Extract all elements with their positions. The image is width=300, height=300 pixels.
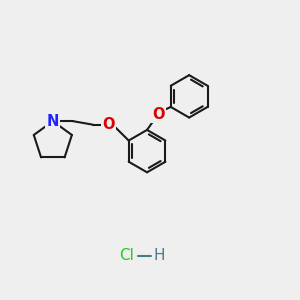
Text: Cl: Cl	[119, 248, 134, 263]
Text: O: O	[152, 107, 164, 122]
Text: N: N	[46, 114, 59, 129]
Text: O: O	[103, 117, 115, 132]
Text: H: H	[153, 248, 165, 263]
